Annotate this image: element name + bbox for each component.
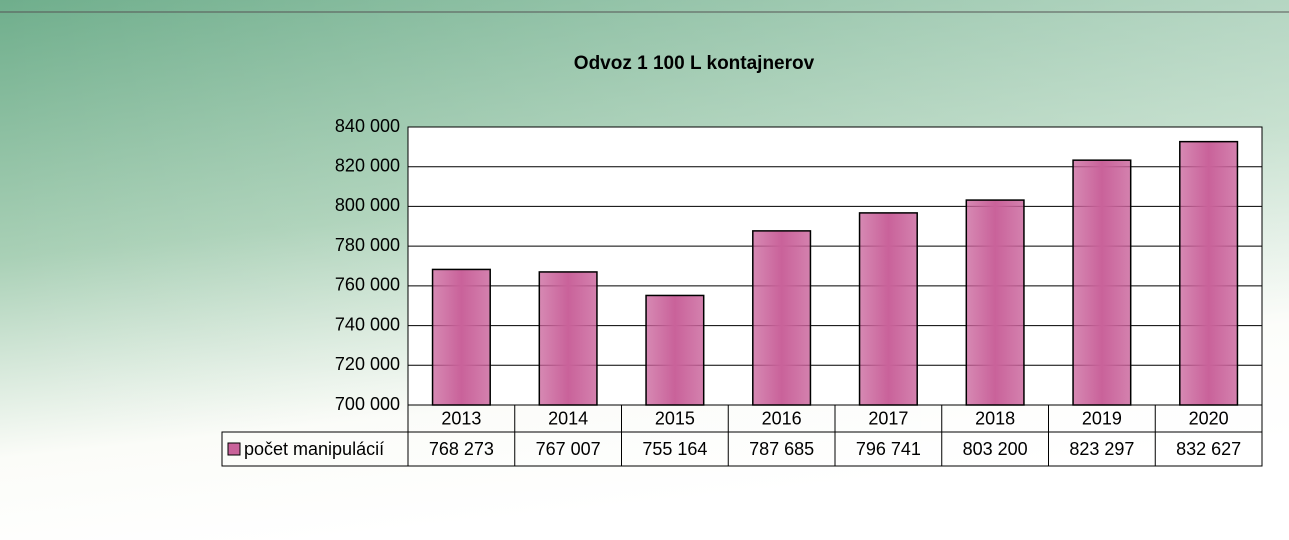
legend-cell <box>221 431 409 467</box>
bar <box>431 268 491 406</box>
legend-label: počet manipulácií <box>244 439 384 459</box>
table-value: 823 297 <box>1069 439 1134 459</box>
bar <box>752 230 812 406</box>
y-tick-label: 800 000 <box>335 195 400 215</box>
table-value: 796 741 <box>856 439 921 459</box>
x-tick-label: 2020 <box>1189 408 1229 428</box>
x-tick-label: 2019 <box>1082 408 1122 428</box>
y-tick-label: 740 000 <box>335 314 400 334</box>
table-value: 755 164 <box>642 439 707 459</box>
legend-swatch <box>227 442 241 456</box>
y-tick-label: 840 000 <box>335 116 400 136</box>
bar <box>858 212 918 406</box>
bar <box>645 294 705 406</box>
x-tick-label: 2015 <box>655 408 695 428</box>
bar <box>1072 159 1132 406</box>
y-tick-label: 700 000 <box>335 394 400 414</box>
y-tick-label: 760 000 <box>335 275 400 295</box>
table-value: 767 007 <box>536 439 601 459</box>
table-value: 768 273 <box>429 439 494 459</box>
table-value: 787 685 <box>749 439 814 459</box>
x-tick-label: 2018 <box>975 408 1015 428</box>
x-tick-label: 2016 <box>762 408 802 428</box>
chart-title: Odvoz 1 100 L kontajnerov <box>574 53 815 74</box>
bar <box>965 199 1025 406</box>
x-tick-label: 2017 <box>868 408 908 428</box>
x-tick-label: 2014 <box>548 408 588 428</box>
plot-area <box>407 126 1263 406</box>
x-tick-label: 2013 <box>441 408 481 428</box>
table-value: 803 200 <box>963 439 1028 459</box>
y-tick-label: 780 000 <box>335 235 400 255</box>
table-value: 832 627 <box>1176 439 1241 459</box>
y-tick-label: 820 000 <box>335 155 400 175</box>
bar <box>1179 140 1239 406</box>
y-tick-label: 720 000 <box>335 354 400 374</box>
bar <box>538 271 598 406</box>
